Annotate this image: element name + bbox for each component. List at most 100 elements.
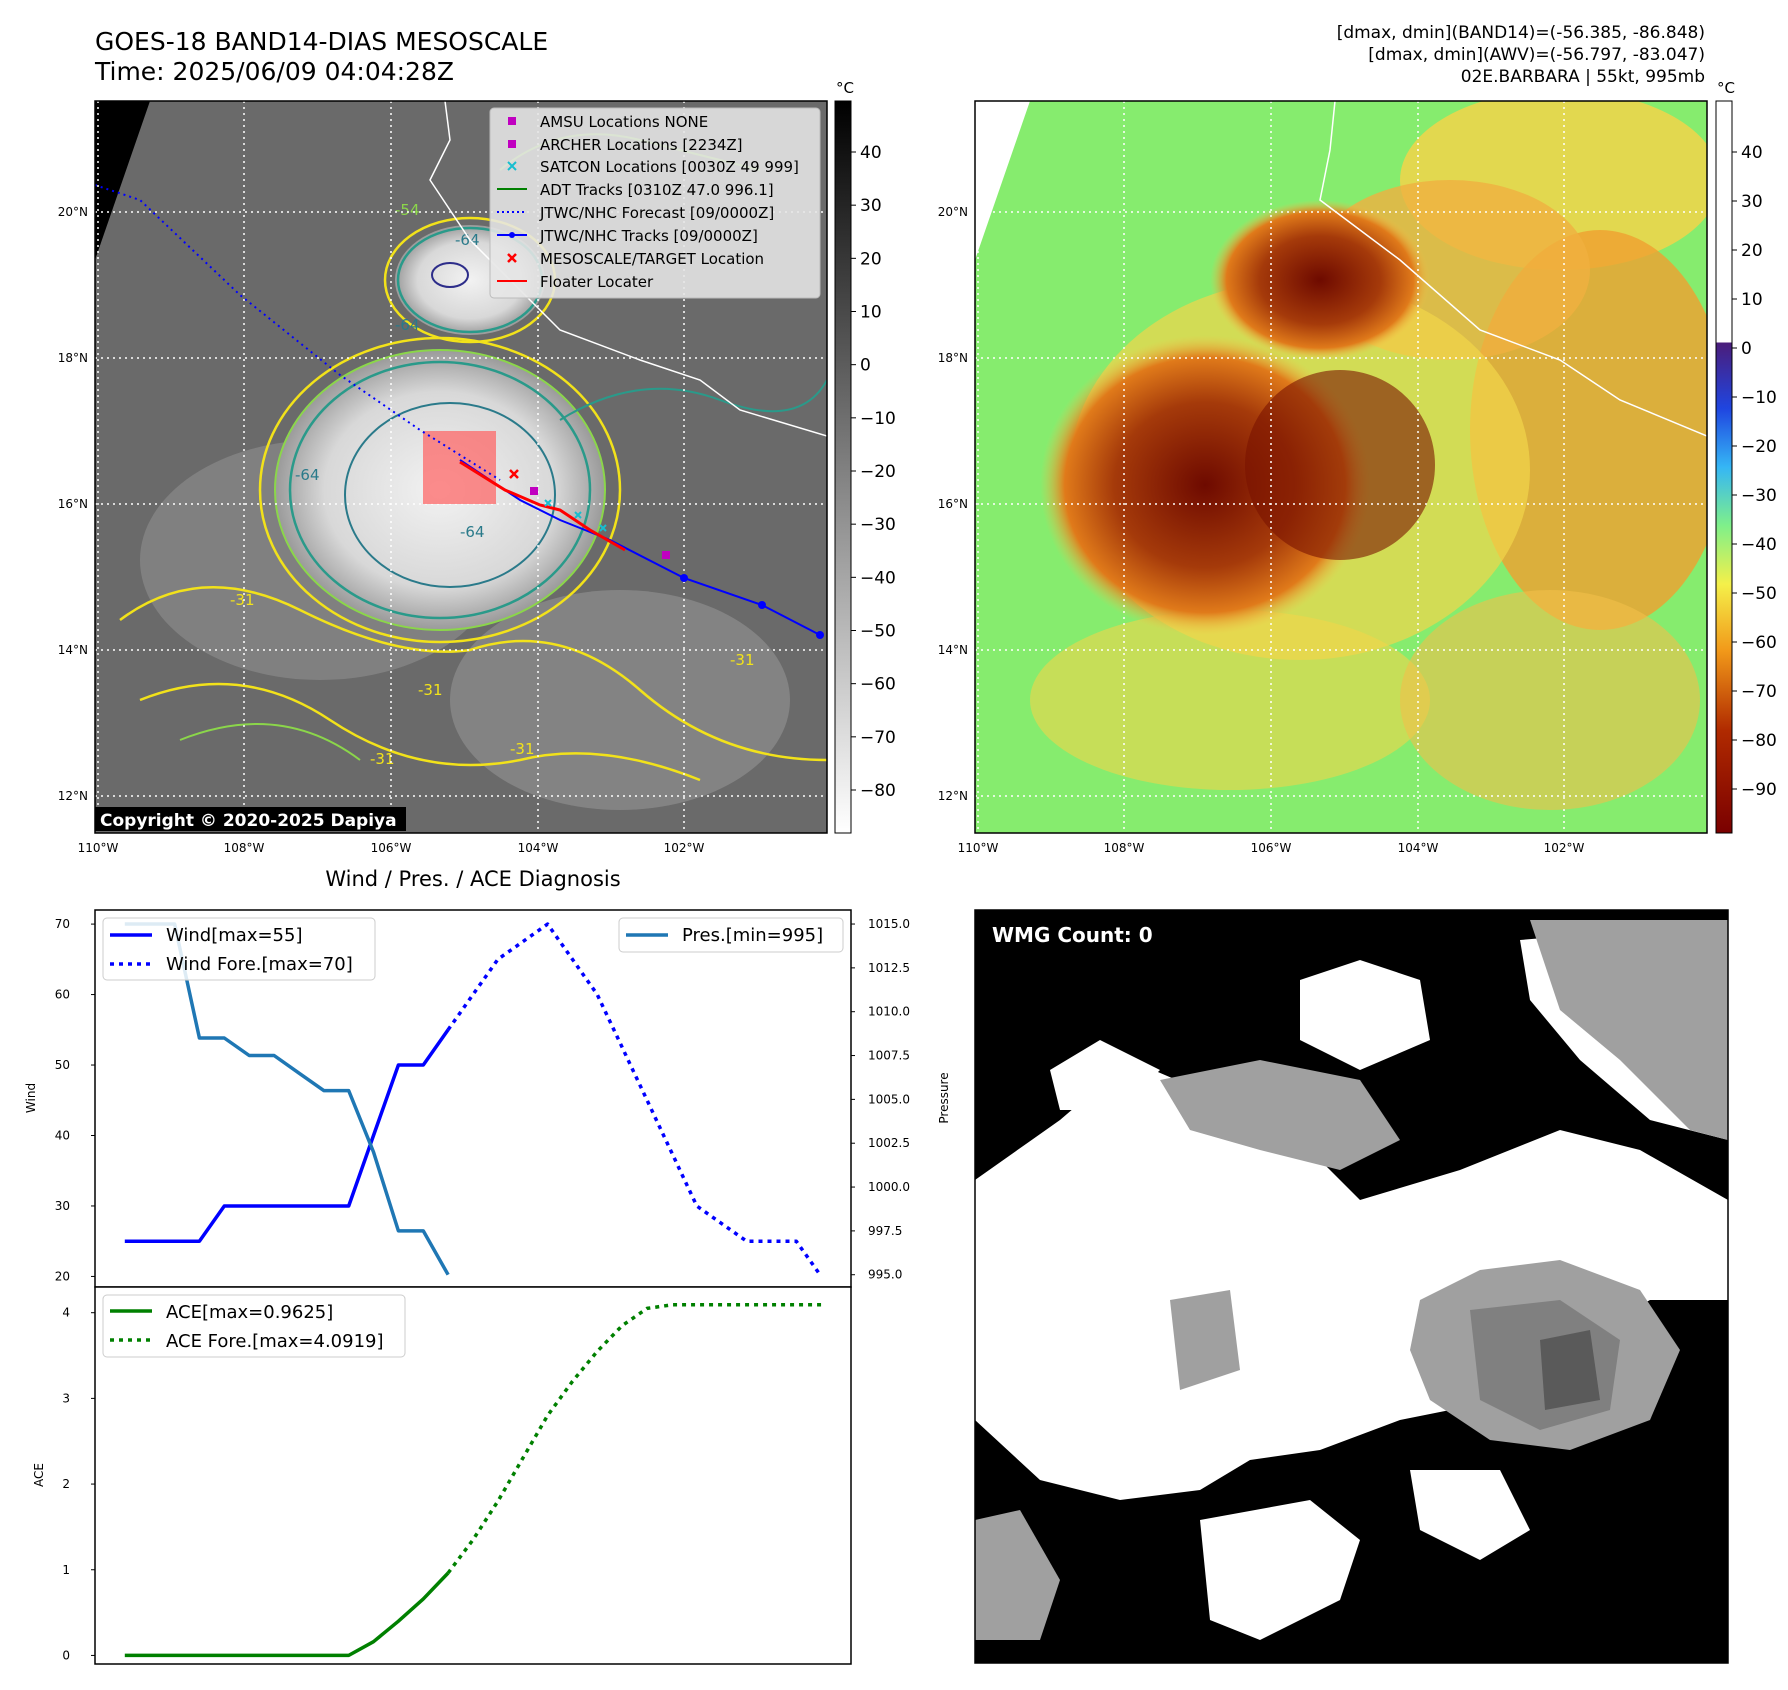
legend-wind-forecast: Wind Fore.[max=70] xyxy=(166,954,353,975)
wind-tick-label: 30 xyxy=(55,1199,70,1213)
wind-axis-label: Wind xyxy=(24,1083,38,1113)
colorbar-tick-label: −60 xyxy=(860,675,896,695)
lat-tick: 18°N xyxy=(58,351,88,365)
colorbar-tick-label: −30 xyxy=(1741,486,1777,506)
colorbar-tick-label: −20 xyxy=(1741,437,1777,457)
colorbar-tick-label: −40 xyxy=(1741,535,1777,555)
lon-tick: 106°W xyxy=(1251,841,1292,855)
colorbar-tick-label: 10 xyxy=(1741,290,1763,310)
lat-tick: 12°N xyxy=(938,789,968,803)
lat-tick: 12°N xyxy=(58,789,88,803)
colorbar-tick-label: 0 xyxy=(1741,339,1752,359)
gray-colorbar: °C 40 30 20 10 0 −10 −20 −30 −40 −50 −60 −70 −80 xyxy=(834,79,896,834)
lat-tick: 20°N xyxy=(58,205,88,219)
colorbar-tick-label: −80 xyxy=(1741,731,1777,751)
color-colorbar: °C 40 30 20 10 0 −10 −20 −30 −40 −50 −60 −70 −80 −90 xyxy=(1715,79,1777,834)
colorbar-tick-label: 20 xyxy=(860,249,882,269)
copyright: Copyright © 2020-2025 Dapiya xyxy=(100,811,397,831)
colorbar-tick-label: −20 xyxy=(860,462,896,482)
wind-pressure-chart: Wind Pressure 20 30 40 50 60 70 995.0 997.5 100… xyxy=(24,909,951,1288)
lon-tick: 108°W xyxy=(1104,841,1145,855)
pressure-axis-label: Pressure xyxy=(937,1072,951,1123)
lon-tick: 102°W xyxy=(1544,841,1585,855)
legend-satcon: SATCON Locations [0030Z 49 999] xyxy=(540,158,799,176)
floater-box xyxy=(423,431,496,504)
pressure-tick-label: 1002.5 xyxy=(868,1136,910,1150)
colorbar-tick-label: −70 xyxy=(1741,682,1777,702)
legend-archer: ARCHER Locations [2234Z] xyxy=(540,136,743,154)
ace-axis-label: ACE xyxy=(32,1463,46,1487)
colorbar-tick-label: −70 xyxy=(860,728,896,748)
lon-tick: 110°W xyxy=(958,841,999,855)
lon-tick: 104°W xyxy=(518,841,559,855)
awv-gridlines xyxy=(975,101,1707,833)
awv-map-axes: 110°W 108°W 106°W 104°W 102°W 20°N 18°N … xyxy=(938,205,1585,855)
floater-track xyxy=(459,460,626,552)
lat-tick: 20°N xyxy=(938,205,968,219)
colorbar-tick-label: 20 xyxy=(1741,241,1763,261)
colorbar-unit: °C xyxy=(1717,79,1735,97)
awv-north-cloud xyxy=(1210,200,1430,360)
stats-band14: [dmax, dmin](BAND14)=(-56.385, -86.848) xyxy=(1337,23,1705,43)
lon-tick: 102°W xyxy=(664,841,705,855)
ace-tick-label: 2 xyxy=(62,1477,70,1491)
lat-tick: 16°N xyxy=(938,497,968,511)
lat-tick: 14°N xyxy=(58,643,88,657)
series-line-0 xyxy=(124,1571,450,1658)
legend-amsu: AMSU Locations NONE xyxy=(540,113,708,131)
pressure-tick-label: 1007.5 xyxy=(868,1049,910,1063)
colorbar-unit: °C xyxy=(836,79,854,97)
wind-tick-label: 20 xyxy=(55,1269,70,1283)
ir-map-legend: AMSU Locations NONE ARCHER Locations [22… xyxy=(489,107,821,299)
contour-label: -31 xyxy=(370,750,395,768)
colorbar-tick-label: −40 xyxy=(860,568,896,588)
awv-map-panel xyxy=(974,100,1708,834)
ace-legend: ACE[max=0.9625] ACE Fore.[max=4.0919] xyxy=(102,1294,406,1358)
wind-tick-label: 60 xyxy=(55,988,70,1002)
forecast-track xyxy=(95,184,501,481)
colorbar-tick-label: −30 xyxy=(860,515,896,535)
wmg-panel: WMG Count: 0 xyxy=(974,909,1729,1664)
lon-tick: 106°W xyxy=(371,841,412,855)
pressure-legend: Pres.[min=995] xyxy=(618,917,844,953)
contour-label: -31 xyxy=(418,681,443,699)
coastline xyxy=(429,101,827,437)
colorbar-tick-label: −10 xyxy=(1741,388,1777,408)
pressure-tick-label: 1005.0 xyxy=(868,1092,910,1106)
legend-ace: ACE[max=0.9625] xyxy=(166,1302,333,1323)
wind-tick-label: 40 xyxy=(55,1128,70,1142)
ir-map-axes: 110°W 108°W 106°W 104°W 102°W 20°N 18°N … xyxy=(58,205,705,855)
diagnosis-title: Wind / Pres. / ACE Diagnosis xyxy=(325,867,620,891)
lon-tick: 108°W xyxy=(224,841,265,855)
colorbar-tick-label: 0 xyxy=(860,356,871,376)
colorbar-tick-label: 30 xyxy=(860,196,882,216)
stats-awv: [dmax, dmin](AWV)=(-56.797, -83.047) xyxy=(1368,45,1705,65)
colorbar-tick-label: 40 xyxy=(1741,143,1763,163)
pressure-tick-label: 1012.5 xyxy=(868,961,910,975)
colorbar-tick-label: −10 xyxy=(860,409,896,429)
legend-adt: ADT Tracks [0310Z 47.0 996.1] xyxy=(540,181,774,199)
stats-storm: 02E.BARBARA | 55kt, 995mb xyxy=(1461,67,1705,87)
contour-label: -31 xyxy=(510,740,535,758)
contour-label: -31 xyxy=(230,591,255,609)
contour-label: -64 xyxy=(295,466,320,484)
legend-forecast: JTWC/NHC Forecast [09/0000Z] xyxy=(539,204,774,222)
wind-legend: Wind[max=55] Wind Fore.[max=70] xyxy=(102,917,376,981)
wmg-count: WMG Count: 0 xyxy=(992,923,1153,947)
pressure-tick-label: 997.5 xyxy=(868,1224,902,1238)
copyright-box xyxy=(95,807,406,831)
figure-title: GOES-18 BAND14-DIAS MESOSCALE xyxy=(95,27,548,56)
lon-tick: 110°W xyxy=(78,841,119,855)
colorbar-tick-label: 40 xyxy=(860,143,882,163)
ace-tick-label: 4 xyxy=(62,1306,70,1320)
lat-tick: 16°N xyxy=(58,497,88,511)
colorbar-tick-label: −50 xyxy=(860,622,896,642)
series-line-0 xyxy=(124,1028,450,1243)
colorbar-tick-label: 30 xyxy=(1741,192,1763,212)
colorbar-tick-label: −50 xyxy=(1741,584,1777,604)
contour-label: -64 xyxy=(460,523,485,541)
colorbar-tick-label: −80 xyxy=(860,781,896,801)
contour-label: -31 xyxy=(730,651,755,669)
ace-tick-label: 1 xyxy=(62,1563,70,1577)
pressure-tick-label: 1015.0 xyxy=(868,917,910,931)
